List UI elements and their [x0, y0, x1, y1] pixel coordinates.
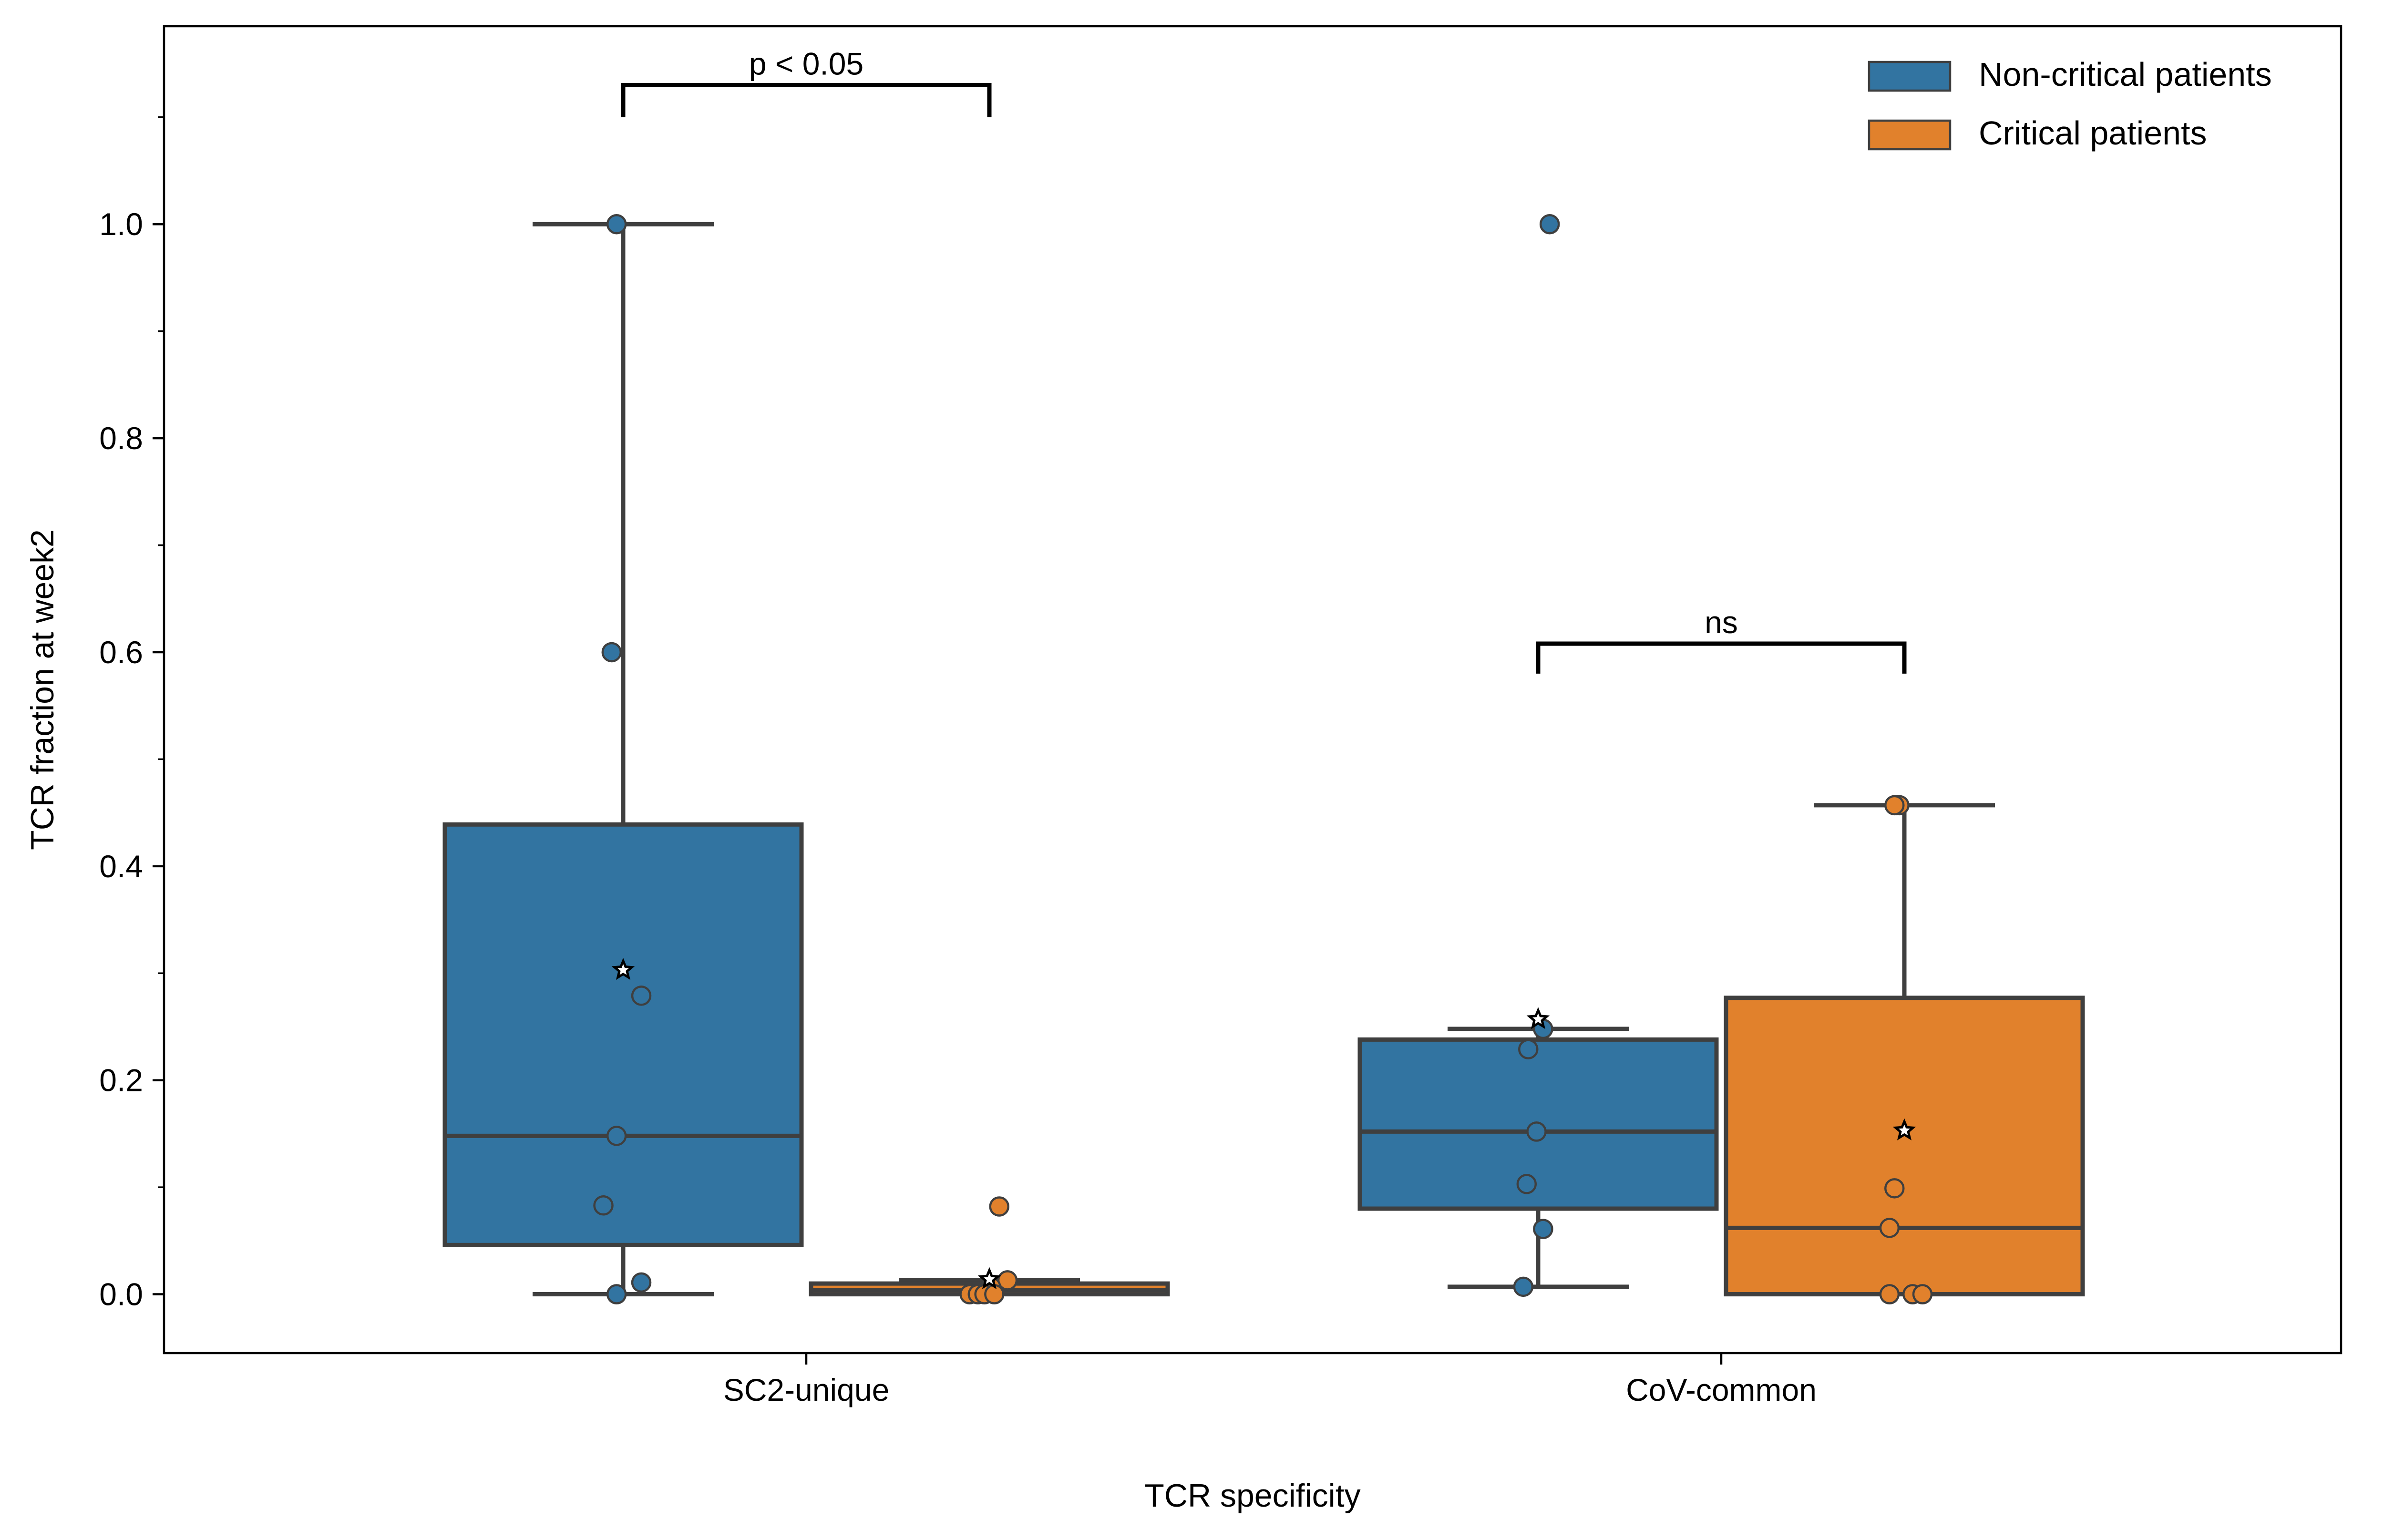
data-point-non-critical-patients-cov-common-5 — [1533, 1219, 1553, 1239]
data-point-non-critical-patients-sc2-unique-1 — [601, 642, 622, 663]
box-non-critical-patients-sc2-unique — [442, 822, 804, 1247]
axes-layer: 0.0 0.2 0.4 0.6 0.8 1.0 SC2-unique CoV-common — [99, 25, 2343, 1407]
legend-label-1: Critical patients — [1979, 114, 2207, 152]
data-point-non-critical-patients-cov-common-4 — [1516, 1174, 1537, 1194]
boxes-layer — [442, 222, 2085, 1297]
plot-frame — [163, 25, 2343, 1355]
data-point-non-critical-patients-sc2-unique-3 — [606, 1126, 627, 1146]
data-point-non-critical-patients-sc2-unique-5 — [631, 1272, 652, 1293]
significance-bracket-1 — [1536, 641, 1907, 674]
data-point-non-critical-patients-sc2-unique-4 — [593, 1195, 614, 1216]
data-point-non-critical-patients-cov-common-6 — [1513, 1276, 1534, 1297]
means-layer — [611, 957, 1916, 1289]
box-critical-patients-cov-common — [1724, 996, 2085, 1297]
y-tick-label-2: 0.4 — [99, 849, 143, 884]
y-tick-label-5: 1.0 — [99, 206, 143, 242]
y-tick-label-0: 0.0 — [99, 1277, 143, 1312]
data-point-critical-patients-sc2-unique-1 — [997, 1270, 1018, 1291]
points-layer — [593, 214, 1933, 1304]
data-point-non-critical-patients-sc2-unique-2 — [631, 986, 652, 1006]
data-point-critical-patients-cov-common-7 — [1912, 1284, 1933, 1304]
mean-marker-critical-patients-sc2-unique — [977, 1267, 1001, 1289]
mean-marker-critical-patients-cov-common — [1892, 1118, 1916, 1140]
legend: Non-critical patients Critical patients — [1868, 56, 2272, 152]
data-point-critical-patients-cov-common-4 — [1879, 1218, 1900, 1238]
annotations-layer: p < 0.05 ns — [621, 46, 1907, 674]
legend-swatch-1 — [1868, 119, 1952, 151]
significance-label-0: p < 0.05 — [749, 46, 863, 81]
data-point-critical-patients-cov-common-2 — [1884, 795, 1905, 816]
mean-marker-non-critical-patients-sc2-unique — [611, 957, 635, 980]
x-tick-label-1: CoV-common — [1626, 1372, 1817, 1407]
data-point-non-critical-patients-cov-common-3 — [1526, 1121, 1547, 1142]
data-point-non-critical-patients-cov-common-2 — [1518, 1039, 1539, 1059]
legend-label-0: Non-critical patients — [1979, 56, 2272, 93]
x-tick-label-0: SC2-unique — [723, 1372, 890, 1407]
y-tick-label-3: 0.6 — [99, 635, 143, 670]
data-point-non-critical-patients-cov-common-0 — [1539, 214, 1560, 235]
y-tick-label-1: 0.2 — [99, 1063, 143, 1098]
x-axis-title: TCR specificity — [1144, 1478, 1360, 1514]
legend-swatch-0 — [1868, 61, 1952, 92]
significance-bracket-0 — [621, 82, 992, 117]
data-point-non-critical-patients-sc2-unique-0 — [606, 214, 627, 235]
data-point-critical-patients-cov-common-3 — [1884, 1178, 1905, 1199]
y-tick-label-4: 0.8 — [99, 421, 143, 456]
data-point-critical-patients-sc2-unique-6 — [984, 1284, 1005, 1304]
significance-label-1: ns — [1705, 605, 1738, 640]
data-point-critical-patients-cov-common-5 — [1879, 1284, 1900, 1304]
y-axis-title: TCR fraction at week2 — [24, 529, 61, 850]
data-point-non-critical-patients-sc2-unique-6 — [606, 1284, 627, 1304]
data-point-critical-patients-sc2-unique-0 — [989, 1196, 1009, 1217]
mean-marker-non-critical-patients-cov-common — [1526, 1007, 1550, 1029]
